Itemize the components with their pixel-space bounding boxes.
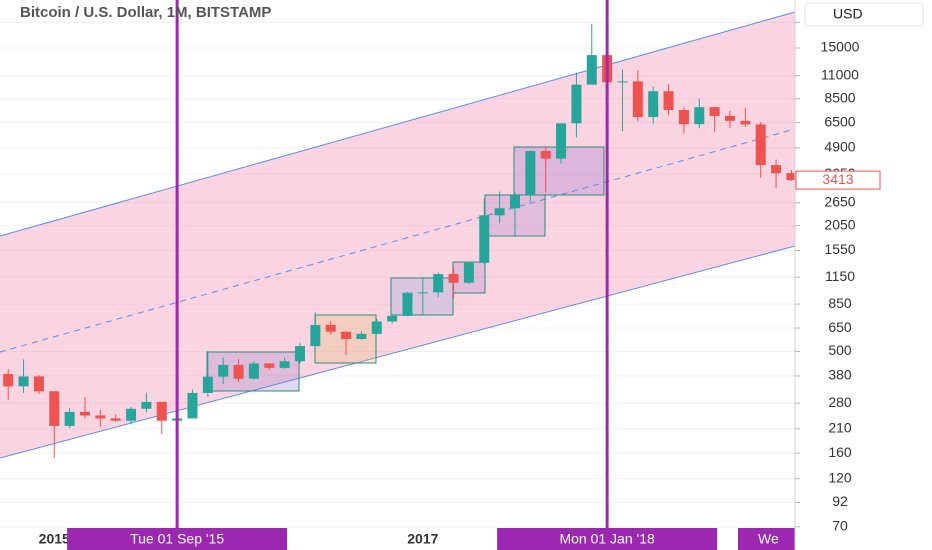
candle-body — [18, 376, 29, 387]
y-tick-label: 120 — [828, 469, 852, 485]
x-tick-label: 2015 — [39, 531, 70, 547]
candle-body — [402, 292, 413, 316]
candle-body — [294, 346, 305, 362]
time-label: Tue 01 Sep '15 — [130, 531, 224, 547]
candle-body — [33, 376, 44, 392]
candle-body — [771, 165, 782, 174]
candle-body — [678, 109, 689, 125]
y-tick-label: 92 — [832, 493, 848, 509]
candle-body — [571, 84, 582, 124]
time-label-box — [497, 528, 718, 550]
y-tick-label: 650 — [828, 319, 852, 335]
candle-body — [156, 401, 167, 421]
candle-body — [3, 374, 14, 387]
y-tick-label: 11000 — [821, 66, 859, 82]
y-tick-label: 4900 — [824, 139, 855, 155]
currency-label: USD — [833, 6, 863, 22]
y-tick-label: 380 — [828, 367, 852, 383]
currency-button[interactable] — [804, 2, 924, 27]
candle-body — [141, 401, 152, 409]
y-tick-label: 210 — [828, 420, 852, 436]
channel-lower — [0, 245, 796, 459]
candle-body — [448, 274, 459, 283]
time-label: We — [758, 531, 779, 547]
candle-body — [556, 123, 567, 159]
chart-title: Bitcoin / U.S. Dollar, 1M, BITSTAMP — [20, 4, 271, 21]
grid-layer — [0, 21, 795, 528]
candle-body — [264, 363, 275, 368]
candle-body — [110, 418, 121, 421]
y-tick-label: 2650 — [824, 193, 855, 209]
candle-body — [202, 376, 213, 393]
candle-body — [709, 107, 720, 116]
candle-body — [95, 415, 106, 419]
y-tick-label: 160 — [828, 444, 852, 460]
y-tick-label: 70 — [832, 518, 848, 534]
y-tick-label: 1550 — [824, 241, 855, 257]
box — [390, 277, 454, 316]
candle-body — [417, 292, 428, 294]
candle-body — [663, 91, 674, 110]
candle-body — [509, 195, 520, 209]
candle-body — [279, 361, 290, 368]
candle-body — [356, 333, 367, 339]
channel-mid — [0, 128, 796, 353]
candle-body — [310, 324, 321, 347]
y-tick-label: 850 — [828, 295, 852, 311]
y-tick-label: 8500 — [824, 89, 855, 105]
x-tick-label: 2017 — [407, 531, 438, 547]
candle-body — [494, 208, 505, 216]
candle-body — [479, 215, 490, 263]
candle-body — [371, 321, 382, 334]
candle-body — [617, 81, 628, 83]
candle-body — [463, 262, 474, 283]
candle-body — [525, 150, 536, 196]
box — [314, 314, 377, 364]
candle-body — [126, 408, 137, 421]
candle-body — [586, 55, 597, 85]
candle-body — [433, 274, 444, 293]
y-tick-label: 6500 — [824, 113, 855, 129]
candle-body — [786, 173, 797, 181]
candle-body — [64, 411, 75, 426]
y-tick-label: 2050 — [824, 216, 855, 232]
candle-body — [49, 391, 60, 426]
y-tick-label: 1150 — [825, 268, 855, 284]
time-label: Mon 01 Jan '18 — [559, 531, 655, 547]
last-price-label: 3413 — [822, 171, 853, 187]
candle-body — [724, 115, 735, 121]
candle-body — [341, 331, 352, 339]
candle-body — [387, 315, 398, 322]
price-axis-bg — [795, 0, 932, 550]
y-tick-label: 15000 — [821, 39, 860, 55]
candle-body — [694, 107, 705, 125]
channel-fill — [0, 12, 795, 458]
time-label-box — [67, 528, 288, 550]
y-tick-label: 500 — [828, 342, 852, 358]
candle-body — [740, 120, 751, 125]
markers-layer: 2017 2015 Tue 01 Sep '15 Mon 01 Jan '18 We — [39, 0, 858, 550]
candle-body — [325, 324, 336, 332]
candle-body — [233, 364, 244, 379]
candle-body — [248, 363, 259, 379]
candle-body — [218, 364, 229, 377]
candle-body — [540, 150, 551, 159]
candle-body — [632, 81, 643, 117]
channel-upper — [0, 11, 796, 237]
candle-body — [755, 124, 766, 166]
candle-body — [79, 411, 90, 416]
candle-body — [648, 91, 659, 117]
y-tick-label: 280 — [828, 394, 852, 410]
candle-body — [187, 392, 198, 419]
last-price-box — [795, 170, 881, 190]
